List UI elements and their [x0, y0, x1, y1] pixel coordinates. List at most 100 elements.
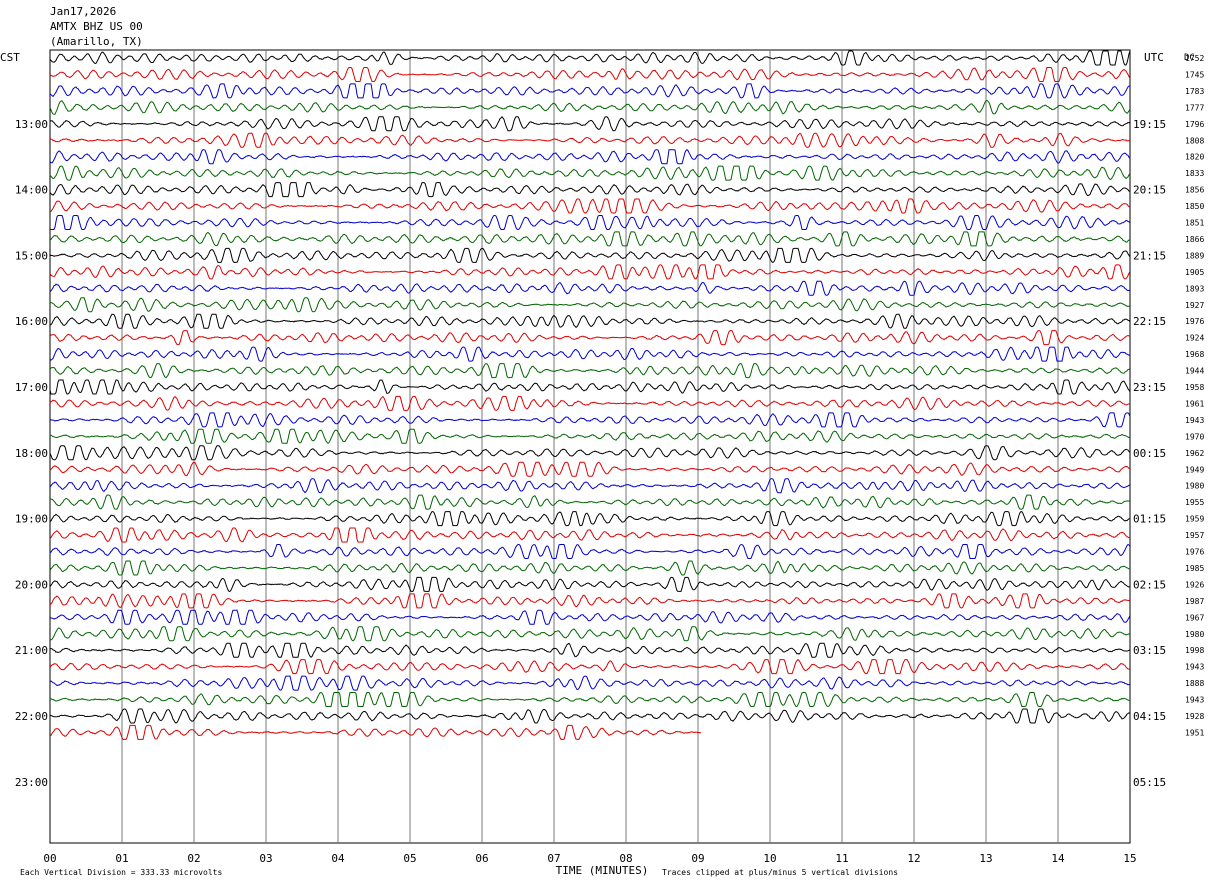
x-tick-label: 02 — [187, 852, 200, 865]
trace-line — [49, 395, 1131, 411]
cst-time-label: 15:00 — [15, 249, 48, 262]
cst-time-label: 20:00 — [15, 578, 48, 591]
trace-line — [49, 560, 1131, 576]
dc-offset-label: 1951 — [1185, 728, 1204, 737]
dc-offset-label: 1866 — [1185, 235, 1204, 244]
dc-offset-label: 1752 — [1185, 54, 1204, 63]
trace-line — [49, 478, 1131, 494]
x-tick-label: 08 — [619, 852, 632, 865]
dc-offset-label: 1888 — [1185, 679, 1204, 688]
dc-offset-label: 1970 — [1185, 432, 1204, 441]
cst-time-label: 16:00 — [15, 315, 48, 328]
trace-line — [49, 330, 1131, 346]
trace-line — [49, 428, 1131, 444]
trace-line — [50, 215, 1131, 231]
trace-line — [49, 658, 1131, 675]
dc-offset-label: 1962 — [1185, 449, 1204, 458]
trace-line — [49, 313, 1131, 329]
dc-offset-label: 1924 — [1185, 334, 1204, 343]
utc-time-label: 20:15 — [1133, 184, 1166, 197]
dc-offset-label: 1998 — [1185, 646, 1204, 655]
utc-time-label: 04:15 — [1133, 710, 1166, 723]
utc-time-label: 00:15 — [1133, 447, 1166, 460]
cst-time-label: 19:00 — [15, 513, 48, 526]
trace-line — [49, 543, 1131, 559]
dc-offset-label: 1987 — [1185, 597, 1204, 606]
clipping-note: Traces clipped at plus/minus 5 vertical … — [662, 868, 898, 877]
trace-line — [49, 247, 1131, 263]
dc-offset-label: 1955 — [1185, 498, 1204, 507]
cst-time-label: 23:00 — [15, 776, 48, 789]
dc-offset-label: 1968 — [1185, 350, 1204, 359]
cst-time-label: 21:00 — [15, 644, 48, 657]
cst-time-label: 22:00 — [15, 710, 48, 723]
trace-line — [49, 264, 1131, 280]
x-tick-label: 10 — [763, 852, 776, 865]
x-axis-title: TIME (MINUTES) — [556, 864, 649, 877]
x-tick-label: 03 — [259, 852, 272, 865]
trace-line — [49, 379, 1131, 395]
dc-offset-label: 1949 — [1185, 465, 1204, 474]
trace-line — [49, 297, 1131, 313]
dc-offset-label: 1905 — [1185, 268, 1204, 277]
trace-line — [49, 182, 1130, 198]
seismic-traces — [49, 50, 1131, 740]
x-tick-label: 11 — [835, 852, 848, 865]
station-id: AMTX BHZ US 00 — [50, 20, 143, 33]
trace-line — [49, 165, 1131, 181]
trace-line — [49, 149, 1131, 165]
dc-offset-label: 1796 — [1185, 120, 1204, 129]
station-location: (Amarillo, TX) — [50, 35, 143, 48]
trace-line — [49, 231, 1131, 247]
dc-offset-label: 1961 — [1185, 399, 1204, 408]
dc-offset-label: 1808 — [1185, 136, 1204, 145]
trace-line — [49, 511, 1131, 527]
trace-line — [49, 50, 1131, 66]
dc-offset-label: 1985 — [1185, 564, 1204, 573]
dc-offset-label: 1851 — [1185, 219, 1204, 228]
cst-time-label: 18:00 — [15, 447, 48, 460]
x-tick-label: 09 — [691, 852, 704, 865]
trace-line — [49, 708, 1131, 724]
trace-line — [49, 691, 1131, 708]
dc-offset-label: 1745 — [1185, 70, 1204, 79]
x-tick-label: 04 — [331, 852, 345, 865]
dc-offset-label: 1957 — [1185, 531, 1204, 540]
utc-time-label: 02:15 — [1133, 578, 1166, 591]
trace-line — [49, 609, 1131, 625]
trace-line — [49, 132, 1131, 148]
utc-axis-label: UTC — [1144, 51, 1164, 64]
x-tick-label: 15 — [1123, 852, 1136, 865]
dc-offset-label: 1943 — [1185, 663, 1204, 672]
dc-offset-label: 1959 — [1185, 515, 1204, 524]
trace-line — [50, 116, 1131, 132]
x-tick-label: 13 — [979, 852, 992, 865]
dc-offset-label: 1783 — [1185, 87, 1204, 96]
dc-offset-label: 1958 — [1185, 383, 1204, 392]
trace-line — [49, 346, 1130, 362]
plot-frame — [49, 49, 1131, 844]
utc-time-label: 23:15 — [1133, 381, 1166, 394]
dc-offset-label: 1943 — [1185, 696, 1204, 705]
dc-offset-label: 1889 — [1185, 251, 1204, 260]
dc-offset-label: 1850 — [1185, 202, 1204, 211]
trace-line — [49, 363, 1131, 379]
utc-time-label: 05:15 — [1133, 776, 1166, 789]
trace-line — [49, 642, 1131, 658]
cst-time-label: 17:00 — [15, 381, 48, 394]
x-tick-label: 07 — [547, 852, 560, 865]
trace-line — [49, 494, 1131, 510]
trace-line — [49, 593, 1131, 609]
x-tick-label: 00 — [43, 852, 56, 865]
utc-time-label: 21:15 — [1133, 249, 1166, 262]
cst-axis-label: CST — [0, 51, 20, 64]
dc-offset-label: 1980 — [1185, 482, 1204, 491]
utc-time-label: 19:15 — [1133, 118, 1166, 131]
axis-labels: CST UTC DC 13:00 14:00 15:00 16:00 17:00 18:00 19… — [0, 51, 1204, 877]
dc-offset-label: 1833 — [1185, 169, 1204, 178]
x-tick-label: 06 — [475, 852, 488, 865]
trace-line — [49, 527, 1131, 543]
trace-line — [49, 280, 1131, 296]
cst-time-label: 14:00 — [15, 184, 48, 197]
